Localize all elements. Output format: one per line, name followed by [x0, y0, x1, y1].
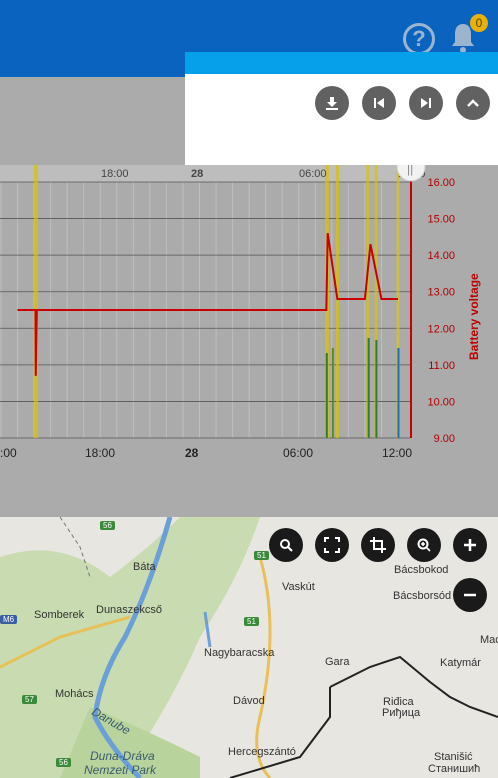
x-tick-top: 06:00	[299, 168, 327, 180]
map-zoom-in-button[interactable]	[407, 528, 441, 562]
place-label: Dunaszekcső	[96, 604, 163, 616]
map-crop-button[interactable]	[361, 528, 395, 562]
chevron-up-icon	[467, 99, 479, 107]
signal-bar	[397, 348, 400, 438]
notification-badge: 0	[470, 14, 488, 32]
x-tick-bottom: 18:00	[85, 446, 115, 460]
activity-band	[335, 165, 339, 438]
signal-bar	[375, 340, 378, 438]
y-tick-label: 12.00	[427, 323, 455, 335]
place-label: Mohács	[55, 688, 94, 700]
skip-back-button[interactable]	[362, 86, 396, 120]
time-axis-band	[0, 165, 410, 182]
panel-header-strip	[185, 52, 498, 74]
search-icon	[280, 539, 293, 552]
place-label: Mac	[480, 634, 498, 646]
y-tick-label: 9.00	[434, 433, 455, 445]
place-label: Stanišić	[434, 751, 473, 763]
place-label: Риђица	[382, 707, 421, 719]
map-terrain	[0, 517, 498, 778]
place-label: Bácsbokod	[394, 564, 449, 576]
battery-chart: 16.00 15.00 14.00 13.00 12.00 11.00 10.00 9.00 1…	[0, 152, 498, 517]
x-tick-bottom: :00	[0, 446, 17, 460]
signal-bar	[367, 338, 370, 438]
question-circle-icon[interactable]: ?	[403, 23, 435, 55]
y-tick-label: 10.00	[427, 396, 455, 408]
activity-band	[396, 165, 400, 438]
zoom-in-icon	[417, 538, 431, 552]
playback-panel	[185, 52, 498, 165]
y-tick-label: 15.00	[427, 214, 455, 226]
place-label: Dávod	[233, 695, 265, 707]
collapse-button[interactable]	[456, 86, 490, 120]
skip-back-icon	[374, 98, 384, 108]
place-label: Bácsborsód	[393, 590, 452, 602]
place-label: Станишић	[428, 763, 481, 775]
y-axis-label: Battery voltage	[467, 273, 481, 360]
y-tick-label: 16.00	[427, 177, 455, 189]
crop-icon	[370, 537, 386, 553]
map-search-button[interactable]	[269, 528, 303, 562]
road-label: 51	[254, 551, 269, 560]
splitter-handle-grip: ||	[407, 165, 413, 176]
y-tick-label: 11.00	[428, 360, 455, 372]
map-view[interactable]: 56 51 51 M6 57 56 Báta Dunaszekcső Sombe…	[0, 517, 498, 778]
activity-band	[34, 165, 39, 438]
map-zoom-plus-button[interactable]	[453, 528, 487, 562]
fullscreen-icon	[324, 537, 340, 553]
place-label: Báta	[133, 561, 156, 573]
place-label: Katymár	[440, 657, 481, 669]
y-tick-label: 13.00	[427, 287, 455, 299]
x-tick-top: 18:00	[101, 168, 129, 180]
minus-icon	[464, 593, 476, 597]
signal-bar	[331, 348, 334, 438]
signal-bar	[325, 353, 328, 438]
skip-forward-icon	[421, 98, 431, 108]
park-label: Nemzeti Park	[84, 763, 157, 777]
download-icon	[326, 97, 338, 110]
map-fullscreen-button[interactable]	[315, 528, 349, 562]
x-tick-bottom: 12:00	[382, 446, 412, 460]
road-label: 56	[100, 521, 115, 530]
place-label: Vaskút	[282, 581, 315, 593]
place-label: Nagybaracska	[204, 647, 275, 659]
bell-icon[interactable]	[450, 22, 476, 54]
road-label: 51	[244, 617, 259, 626]
chart-svg: 16.00 15.00 14.00 13.00 12.00 11.00 10.00 9.00 1…	[0, 152, 481, 460]
park-label: Duna-Dráva	[90, 749, 155, 763]
download-button[interactable]	[315, 86, 349, 120]
place-label: Hercegszántó	[228, 746, 296, 758]
x-tick-top: 28	[191, 168, 203, 180]
place-label: Riđica	[383, 696, 414, 708]
activity-band	[374, 165, 378, 438]
x-tick-bottom: 06:00	[283, 446, 313, 460]
road-label: M6	[0, 615, 18, 624]
road-label: 56	[56, 758, 71, 767]
x-tick-bottom: 28	[185, 446, 199, 460]
plus-icon	[464, 539, 476, 551]
y-tick-label: 14.00	[427, 250, 455, 262]
map-zoom-minus-button[interactable]	[453, 578, 487, 612]
road-label: 57	[22, 695, 37, 704]
place-label: Gara	[325, 656, 350, 668]
skip-forward-button[interactable]	[409, 86, 443, 120]
activity-band	[366, 165, 370, 438]
series-line-battery-voltage	[17, 233, 398, 376]
place-label: Somberek	[34, 609, 85, 621]
